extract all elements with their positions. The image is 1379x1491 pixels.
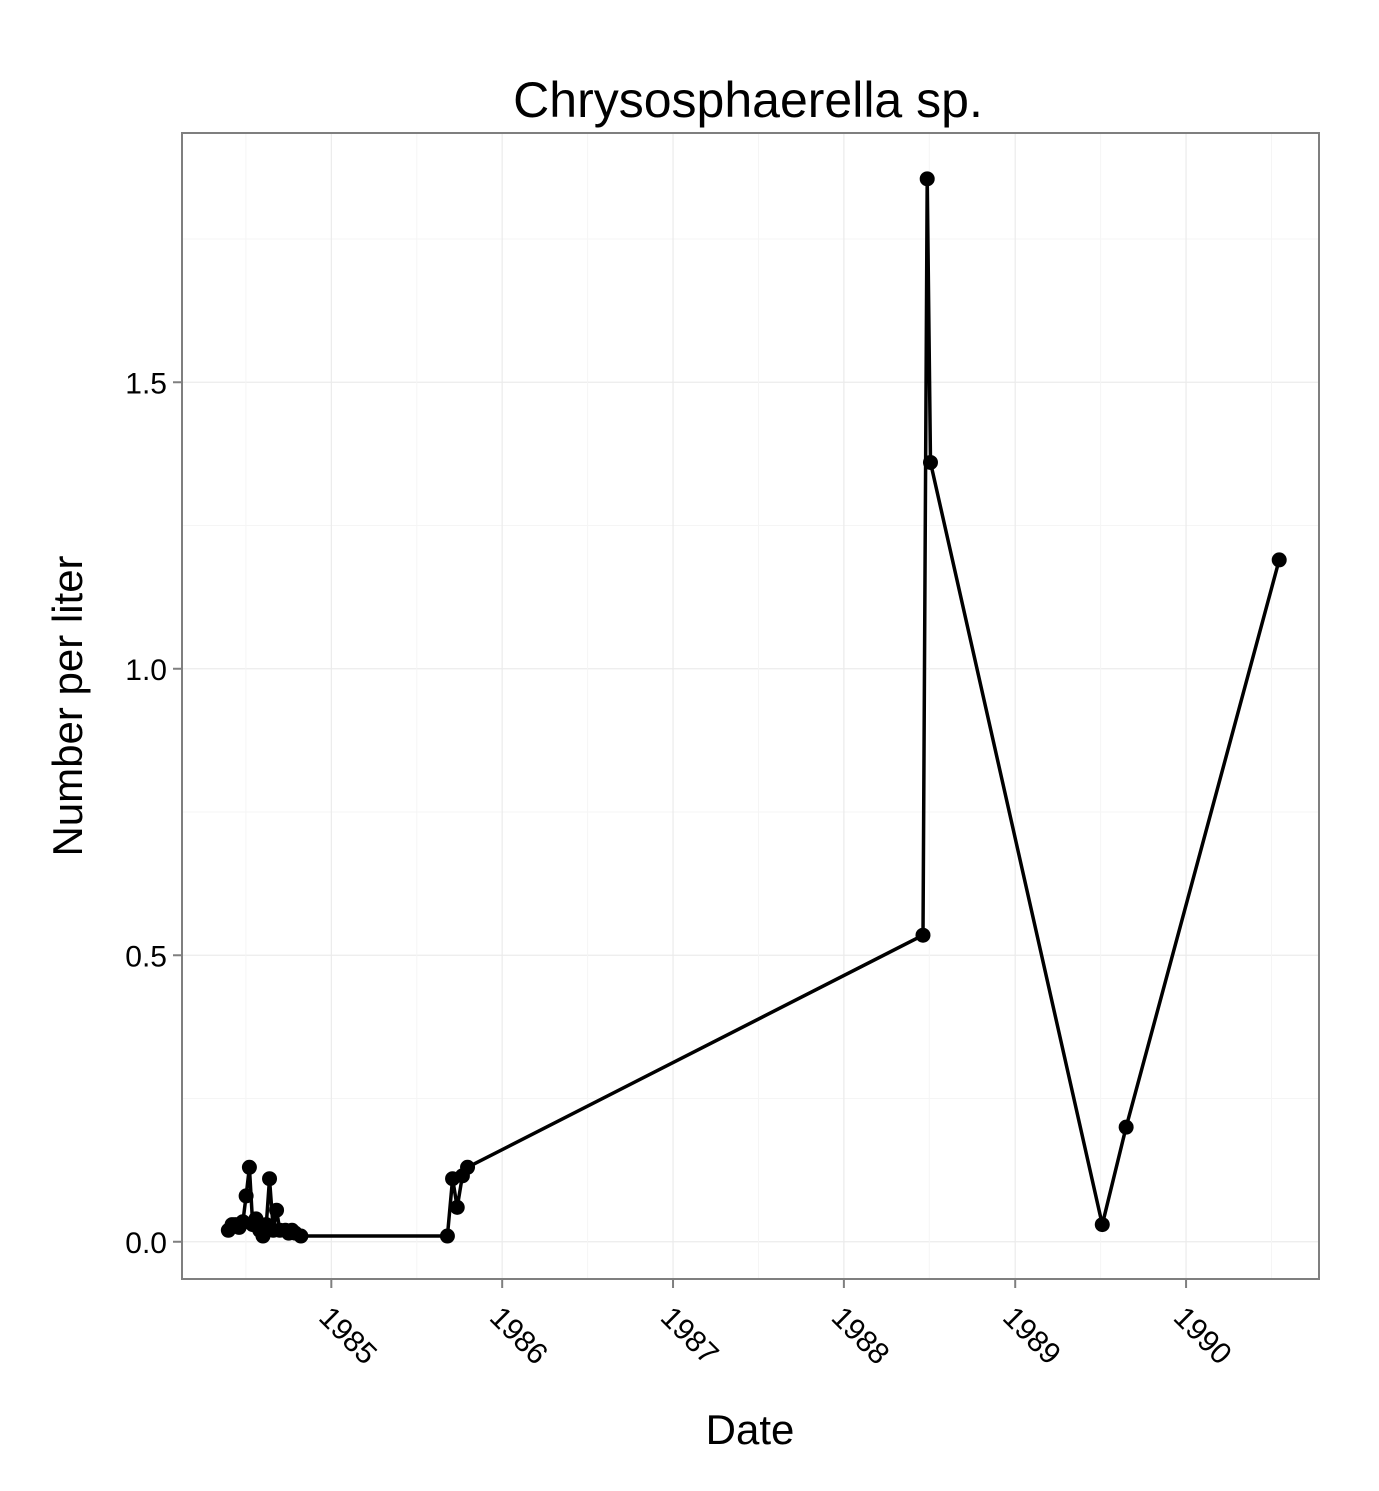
chart-title: Chrysosphaerella sp. (513, 72, 983, 128)
data-point (439, 1228, 455, 1244)
y-tick-label: 1.5 (125, 367, 167, 400)
data-point (1271, 552, 1287, 568)
grid (182, 133, 1319, 1279)
data-point (293, 1228, 309, 1244)
y-tick-label: 0.5 (125, 940, 167, 973)
x-axis-title: Date (706, 1406, 795, 1453)
data-point (1094, 1217, 1110, 1233)
data-point (1118, 1119, 1134, 1135)
data-point (238, 1188, 254, 1204)
x-tick-label: 1988 (825, 1301, 896, 1372)
series-layer (220, 171, 1287, 1244)
data-point (922, 454, 938, 470)
x-tick-label: 1986 (483, 1301, 554, 1372)
y-tick-label: 1.0 (125, 654, 167, 687)
plot-panel (181, 132, 1320, 1280)
data-point (269, 1202, 285, 1218)
x-tick-label: 1985 (312, 1301, 383, 1372)
x-tick-label: 1990 (1167, 1301, 1238, 1372)
y-tick-label: 0.0 (125, 1227, 167, 1260)
data-point (919, 171, 935, 187)
x-tick-label: 1989 (996, 1301, 1067, 1372)
axes: 0.0 0.5 1.0 1.5 1985 1986 1987 1988 1989 1990 (125, 367, 1237, 1371)
data-point (449, 1199, 465, 1215)
x-tick-label: 1987 (654, 1301, 725, 1372)
y-axis-title: Number per liter (44, 555, 91, 856)
data-point (241, 1159, 257, 1175)
data-point (262, 1171, 278, 1187)
data-point (915, 927, 931, 943)
series-line (226, 177, 1281, 1238)
data-point (460, 1159, 476, 1175)
